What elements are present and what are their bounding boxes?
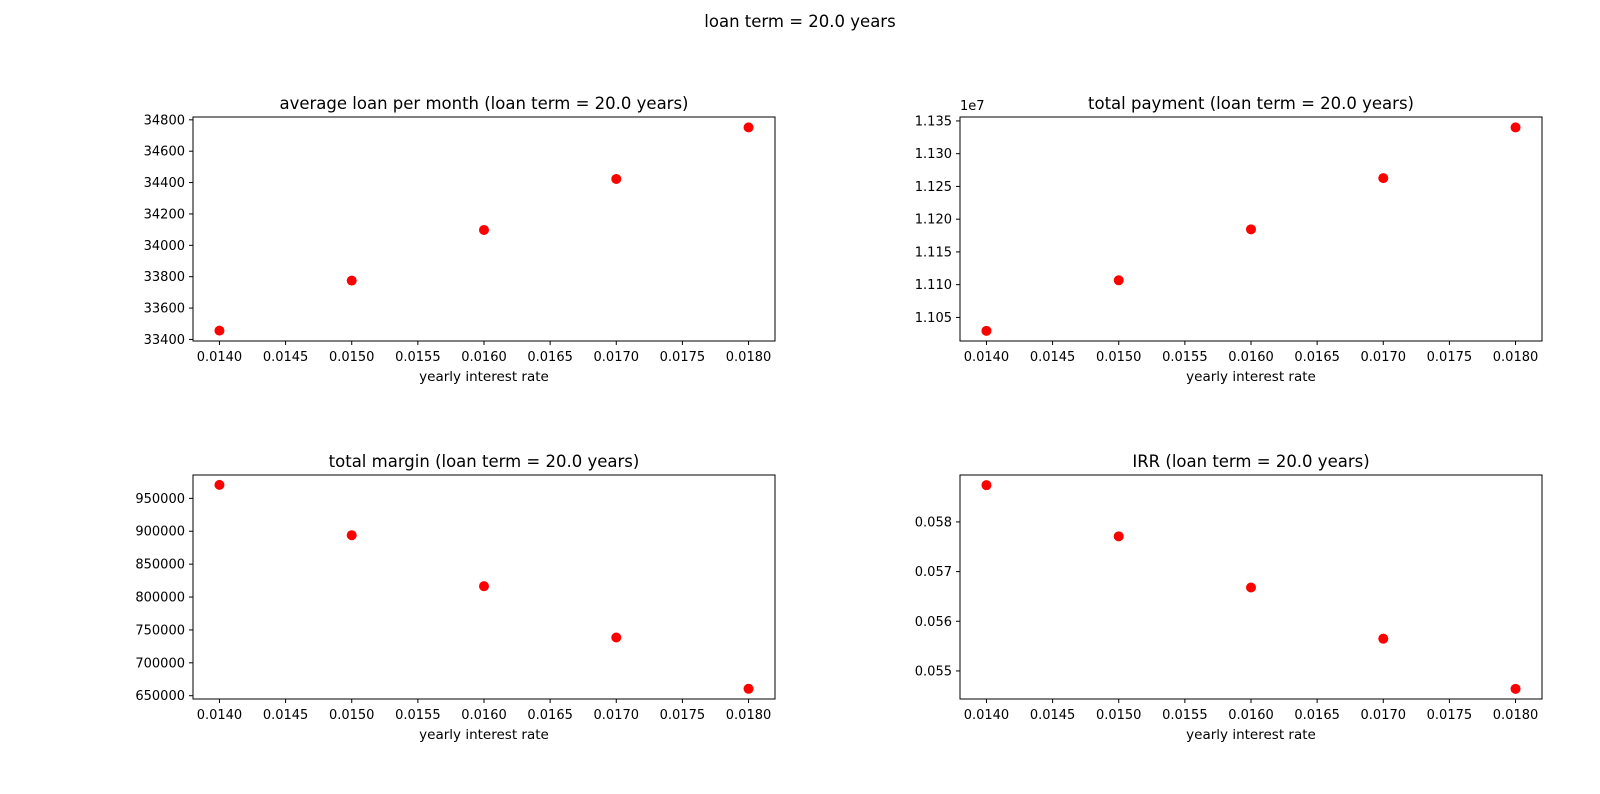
irr-data-point bbox=[1378, 633, 1389, 644]
total-payment-x-tick-label: 0.0150 bbox=[1096, 350, 1142, 365]
average-loan-x-tick-label: 0.0170 bbox=[594, 350, 640, 365]
average-loan-data-point bbox=[214, 325, 225, 336]
total-payment-x-tick-label: 0.0140 bbox=[964, 350, 1010, 365]
irr-x-tick-label: 0.0180 bbox=[1493, 708, 1539, 723]
irr-data-point bbox=[981, 480, 992, 491]
average-loan-y-tick-label: 33800 bbox=[144, 270, 185, 285]
total-margin-x-tick-label: 0.0170 bbox=[594, 708, 640, 723]
average-loan-data-point bbox=[743, 122, 754, 133]
total-margin-data-point bbox=[479, 581, 489, 592]
average-loan-x-tick-label: 0.0165 bbox=[527, 350, 573, 365]
irr-y-tick-label: 0.058 bbox=[915, 515, 952, 530]
total-payment-y-tick-label: 1.135 bbox=[915, 114, 952, 129]
total-payment-data-point bbox=[1113, 275, 1124, 286]
total-payment-x-tick-label: 0.0170 bbox=[1361, 350, 1407, 365]
irr-data-point bbox=[1510, 683, 1521, 694]
total-margin-x-tick-label: 0.0145 bbox=[263, 708, 309, 723]
average-loan-x-axis-label: yearly interest rate bbox=[419, 369, 549, 385]
total-margin-y-tick-label: 900000 bbox=[135, 525, 185, 540]
irr-x-tick-label: 0.0140 bbox=[964, 708, 1010, 723]
irr-x-tick-label: 0.0150 bbox=[1096, 708, 1142, 723]
irr-x-axis-label: yearly interest rate bbox=[1186, 727, 1316, 743]
average-loan-y-tick-label: 34000 bbox=[144, 239, 185, 254]
total-margin-data-point bbox=[743, 683, 754, 694]
average-loan-y-tick-label: 34800 bbox=[144, 113, 185, 128]
total-margin-x-tick-label: 0.0165 bbox=[527, 708, 573, 723]
total-margin-data-point bbox=[346, 530, 357, 541]
total-margin-x-tick-label: 0.0175 bbox=[660, 708, 706, 723]
irr-x-tick-label: 0.0155 bbox=[1162, 708, 1208, 723]
irr-y-tick-label: 0.056 bbox=[915, 615, 952, 630]
total-payment-data-point bbox=[1378, 173, 1389, 184]
total-margin-title: total margin (loan term = 20.0 years) bbox=[329, 452, 640, 471]
average-loan-y-tick-label: 34600 bbox=[144, 145, 185, 160]
average-loan-y-tick-label: 34200 bbox=[144, 207, 185, 222]
total-payment-x-tick-label: 0.0145 bbox=[1030, 350, 1076, 365]
irr-title: IRR (loan term = 20.0 years) bbox=[1132, 452, 1369, 471]
total-margin-x-tick-label: 0.0140 bbox=[197, 708, 243, 723]
irr-data-point bbox=[1113, 531, 1124, 542]
total-margin-x-axis-label: yearly interest rate bbox=[419, 727, 549, 743]
total-margin-data-point bbox=[214, 479, 225, 490]
average-loan-x-tick-label: 0.0145 bbox=[263, 350, 309, 365]
total-margin-x-tick-label: 0.0150 bbox=[329, 708, 375, 723]
irr-data-point bbox=[1246, 582, 1256, 593]
total-margin-x-tick-label: 0.0180 bbox=[726, 708, 772, 723]
total-margin-y-tick-label: 850000 bbox=[135, 558, 185, 573]
total-payment-y-tick-label: 1.115 bbox=[915, 245, 952, 260]
irr-x-tick-label: 0.0145 bbox=[1030, 708, 1076, 723]
total-payment-y-tick-label: 1.110 bbox=[915, 278, 952, 293]
total-payment-y-tick-label: 1.120 bbox=[915, 213, 952, 228]
total-payment-x-tick-label: 0.0155 bbox=[1162, 350, 1208, 365]
total-payment-y-tick-label: 1.130 bbox=[915, 147, 952, 162]
total-payment-x-tick-label: 0.0160 bbox=[1228, 350, 1274, 365]
total-margin-x-tick-label: 0.0160 bbox=[461, 708, 507, 723]
total-margin-y-tick-label: 800000 bbox=[135, 591, 185, 606]
average-loan-x-tick-label: 0.0140 bbox=[197, 350, 243, 365]
irr-x-tick-label: 0.0160 bbox=[1228, 708, 1274, 723]
irr-y-tick-label: 0.057 bbox=[915, 565, 952, 580]
irr-x-tick-label: 0.0170 bbox=[1361, 708, 1407, 723]
average-loan-data-point bbox=[346, 275, 357, 286]
total-payment-title: total payment (loan term = 20.0 years) bbox=[1088, 94, 1414, 113]
total-payment-x-tick-label: 0.0175 bbox=[1427, 350, 1473, 365]
total-payment-x-axis-label: yearly interest rate bbox=[1186, 369, 1316, 385]
irr-x-tick-label: 0.0165 bbox=[1294, 708, 1340, 723]
total-margin-y-tick-label: 950000 bbox=[135, 492, 185, 507]
irr-y-tick-label: 0.055 bbox=[915, 664, 952, 679]
total-payment-x-tick-label: 0.0165 bbox=[1294, 350, 1340, 365]
average-loan-data-point bbox=[611, 173, 622, 184]
average-loan-y-tick-label: 34400 bbox=[144, 176, 185, 191]
average-loan-title: average loan per month (loan term = 20.0… bbox=[280, 94, 689, 113]
total-margin-x-tick-label: 0.0155 bbox=[395, 708, 441, 723]
average-loan-x-tick-label: 0.0155 bbox=[395, 350, 441, 365]
total-margin-y-tick-label: 650000 bbox=[135, 689, 185, 704]
total-margin-data-point bbox=[611, 632, 622, 643]
average-loan-x-tick-label: 0.0175 bbox=[660, 350, 706, 365]
average-loan-x-tick-label: 0.0160 bbox=[461, 350, 507, 365]
figure-title: loan term = 20.0 years bbox=[704, 12, 896, 31]
total-payment-data-point bbox=[1246, 224, 1256, 235]
average-loan-x-tick-label: 0.0180 bbox=[726, 350, 772, 365]
total-margin-y-tick-label: 750000 bbox=[135, 623, 185, 638]
average-loan-x-tick-label: 0.0150 bbox=[329, 350, 375, 365]
total-margin-y-tick-label: 700000 bbox=[135, 656, 185, 671]
total-payment-offset-label: 1e7 bbox=[960, 99, 985, 114]
average-loan-y-tick-label: 33600 bbox=[144, 302, 185, 317]
total-payment-y-tick-label: 1.125 bbox=[915, 180, 952, 195]
average-loan-y-tick-label: 33400 bbox=[144, 333, 185, 348]
total-payment-y-tick-label: 1.105 bbox=[915, 311, 952, 326]
irr-x-tick-label: 0.0175 bbox=[1427, 708, 1473, 723]
total-payment-data-point bbox=[981, 325, 992, 336]
total-payment-x-tick-label: 0.0180 bbox=[1493, 350, 1539, 365]
average-loan-data-point bbox=[479, 224, 489, 235]
total-payment-data-point bbox=[1510, 122, 1521, 133]
